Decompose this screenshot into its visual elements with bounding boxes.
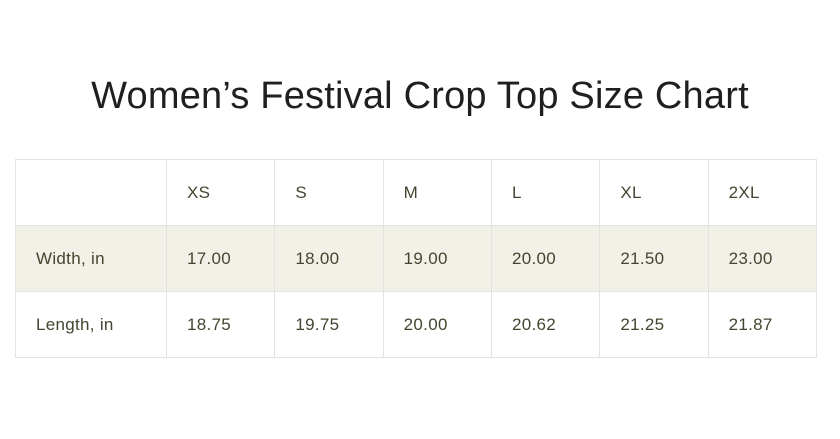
- table-row-width: Width, in 17.00 18.00 19.00 20.00 21.50 …: [15, 225, 818, 292]
- table-row-length: Length, in 18.75 19.75 20.00 20.62 21.25…: [15, 291, 818, 358]
- length-cell-s: 19.75: [274, 291, 384, 358]
- header-cell-empty: [15, 159, 167, 226]
- width-cell-m: 19.00: [382, 225, 492, 292]
- width-cell-2xl: 23.00: [707, 225, 818, 292]
- size-chart-table: XS S M L XL 2XL Width, in 17.00 18.00 19…: [15, 159, 818, 358]
- length-cell-m: 20.00: [382, 291, 492, 358]
- header-cell-xs: XS: [165, 159, 276, 226]
- header-cell-s: S: [274, 159, 384, 226]
- width-cell-xs: 17.00: [165, 225, 276, 292]
- width-cell-s: 18.00: [274, 225, 384, 292]
- row-label-length: Length, in: [15, 291, 167, 358]
- length-cell-l: 20.62: [490, 291, 601, 358]
- width-cell-l: 20.00: [490, 225, 601, 292]
- width-cell-xl: 21.50: [599, 225, 709, 292]
- length-cell-2xl: 21.87: [707, 291, 818, 358]
- header-cell-l: L: [490, 159, 601, 226]
- page-title: Women’s Festival Crop Top Size Chart: [91, 75, 749, 117]
- length-cell-xl: 21.25: [599, 291, 709, 358]
- row-label-width: Width, in: [15, 225, 167, 292]
- length-cell-xs: 18.75: [165, 291, 276, 358]
- header-cell-2xl: 2XL: [707, 159, 818, 226]
- header-cell-m: M: [382, 159, 492, 226]
- header-cell-xl: XL: [599, 159, 709, 226]
- header-row: XS S M L XL 2XL: [15, 159, 818, 226]
